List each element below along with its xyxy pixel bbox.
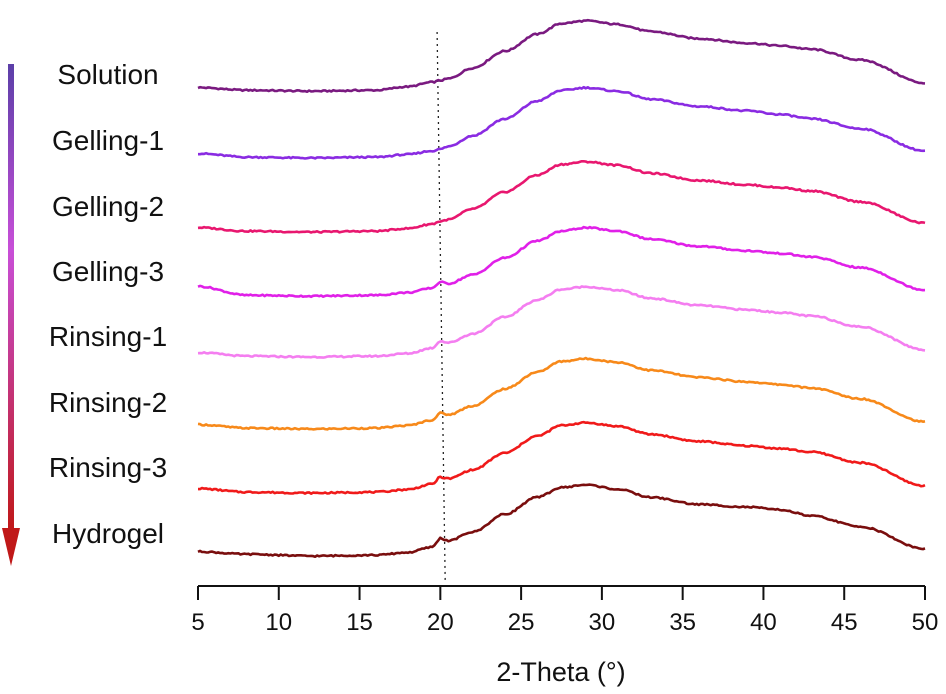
series-line-gelling-1	[198, 85, 926, 160]
x-tick-label: 30	[589, 609, 616, 636]
x-tick-label: 20	[427, 609, 454, 636]
x-axis-title: 2-Theta (°)	[496, 657, 625, 687]
series-line-gelling-3	[197, 225, 926, 299]
series-line-rinsing-2	[197, 356, 926, 431]
series-label: Gelling-3	[52, 256, 164, 287]
series-label: Rinsing-1	[49, 321, 167, 352]
x-tick-label: 5	[191, 609, 204, 636]
series-line-hydrogel	[197, 483, 926, 559]
series-label: Hydrogel	[52, 518, 164, 549]
x-tick-label: 35	[669, 609, 696, 636]
reference-line	[436, 31, 446, 581]
x-tick-label: 10	[265, 609, 292, 636]
series-label: Rinsing-2	[49, 387, 167, 418]
x-tick-label: 45	[831, 609, 858, 636]
x-tick-label: 50	[912, 609, 939, 636]
x-tick-label: 15	[346, 609, 373, 636]
series-label: Rinsing-3	[49, 452, 167, 483]
x-tick-label: 40	[750, 609, 777, 636]
series-line-rinsing-1	[197, 285, 926, 359]
progress-arrow	[2, 64, 20, 566]
x-axis: 5 10 15 20 25 30 35 40 45 50	[191, 585, 939, 636]
series-line-solution	[197, 18, 926, 93]
x-tick-label: 25	[508, 609, 535, 636]
series-line-gelling-2	[197, 160, 926, 234]
series-line-rinsing-3	[198, 420, 926, 496]
series-label: Solution	[57, 59, 158, 90]
series-label: Gelling-2	[52, 191, 164, 222]
series-label: Gelling-1	[52, 125, 164, 156]
